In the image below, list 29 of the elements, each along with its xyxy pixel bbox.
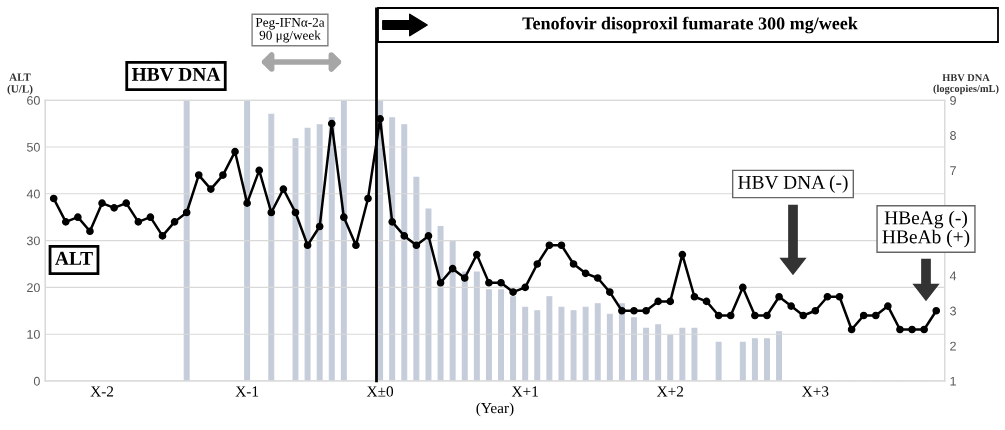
y2-tick-label: 8 [950,131,956,140]
y2-tick-label: 3 [950,306,956,316]
y-tick-label: 30 [26,236,40,246]
y2-axis-title: HBV DNA (logcopies/mL) [933,74,999,95]
y2-tick-label: 7 [950,166,956,175]
y-tick-label: 0 [33,376,40,386]
x-axis-title: (Year) [476,402,514,417]
ref-line-label: Tenofovir disoproxil fumarate 300 mg/week [522,16,858,34]
x-tick-label: X+1 [511,386,538,397]
x-tick-label: X+3 [802,386,829,397]
y2-tick-label: 2 [950,341,956,351]
y-tick-label: 10 [27,329,40,339]
y-tick-label: 40 [26,189,40,199]
x-tick-label: X-2 [90,386,114,397]
y-tick-label: 20 [27,283,40,293]
x-tick-label: X+2 [656,386,684,397]
y2-tick-label: 9 [950,95,956,105]
y-axis-title: ALT (U/L) [7,73,33,95]
y2-tick-label: 4 [949,271,957,281]
x-tick-label: X±0 [366,386,394,397]
annotation: HBeAg (-) HBeAb (+) [882,210,970,248]
text: HBV DNA [131,67,221,81]
y2-tick-label: 1 [950,376,956,386]
annotation: HBV DNA (-) [738,175,848,193]
annotation: ALT [55,251,93,265]
text: Peg-IFNα-2a 90 μg/week [255,17,325,43]
y-tick-label: 50 [26,142,40,152]
y-tick-label: 60 [27,95,40,105]
x-tick-label: X-1 [235,386,259,397]
